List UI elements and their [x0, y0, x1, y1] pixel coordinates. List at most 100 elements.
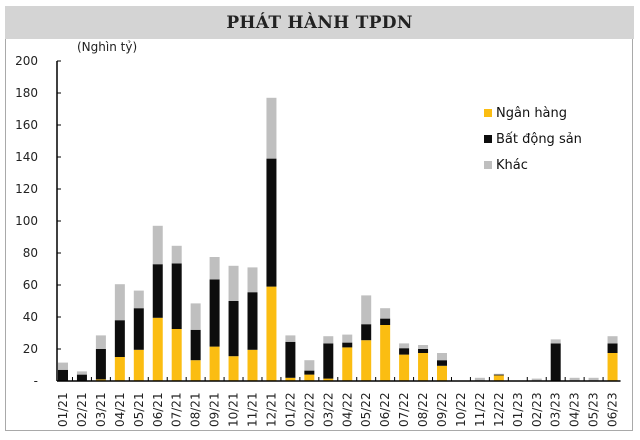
bar-segment: [531, 378, 542, 381]
y-tick-label: 160: [15, 118, 38, 132]
bar-segment: [304, 374, 315, 381]
x-tick-label: 06/22: [378, 392, 392, 427]
bar-segment: [76, 374, 87, 381]
legend-swatch-icon: [484, 135, 492, 143]
bar-segment: [209, 279, 220, 347]
y-tick-label: 60: [23, 278, 38, 292]
x-tick-label: 05/23: [587, 392, 601, 427]
chart-header: PHÁT HÀNH TPDN: [5, 6, 634, 39]
bar-segment: [209, 257, 220, 280]
legend-swatch-icon: [484, 161, 492, 169]
bar-segment: [228, 301, 239, 357]
bar-segment: [228, 356, 239, 381]
bar-segment: [152, 317, 163, 381]
y-tick-label: -: [34, 374, 38, 388]
bar-segment: [399, 354, 410, 381]
bar-segment: [418, 353, 429, 381]
x-tick-label: 12/22: [492, 392, 506, 427]
bar-segment: [418, 349, 429, 353]
legend-swatch-icon: [484, 109, 492, 117]
bar-segment: [266, 286, 277, 381]
x-tick-label: 04/22: [340, 392, 354, 427]
x-tick-label: 10/21: [227, 392, 241, 427]
y-tick-label: 20: [23, 342, 38, 356]
bar-segment: [304, 360, 315, 371]
x-tick-label: 11/21: [246, 392, 260, 427]
bar-segment: [247, 292, 258, 350]
bar-segment: [190, 329, 201, 361]
chart-legend: Ngân hàng Bất động sản Khác: [484, 100, 582, 178]
bar-segment: [361, 324, 372, 341]
bar-segment: [493, 374, 504, 376]
bar-segment: [361, 295, 372, 325]
x-tick-label: 08/22: [416, 392, 430, 427]
bar-segment: [550, 339, 561, 344]
x-tick-label: 09/22: [435, 392, 449, 427]
bar-segment: [247, 267, 258, 293]
bar-segment: [380, 308, 391, 319]
bar-segment: [588, 377, 599, 381]
bar-segment: [133, 308, 144, 350]
bar-segment: [361, 340, 372, 381]
bar-segment: [323, 378, 334, 381]
bar-segment: [58, 369, 68, 381]
x-tick-label: 01/21: [56, 392, 70, 427]
x-tick-label: 05/21: [132, 392, 146, 427]
x-tick-label: 08/21: [189, 392, 203, 427]
y-tick-label: 40: [23, 310, 38, 324]
x-tick-label: 06/23: [606, 392, 620, 427]
legend-item-ngan-hang: Ngân hàng: [484, 100, 582, 126]
bar-segment: [569, 377, 580, 381]
bar-segment: [152, 264, 163, 318]
bar-segment: [266, 97, 277, 159]
bar-segment: [342, 334, 353, 343]
x-tick-label: 03/23: [549, 392, 563, 427]
bar-segment: [190, 303, 201, 330]
bar-segment: [114, 284, 125, 321]
x-tick-label: 01/22: [283, 392, 297, 427]
bar-segment: [133, 349, 144, 381]
bar-segment: [474, 377, 485, 381]
y-tick-label: 120: [15, 182, 38, 196]
y-tick-label: 180: [15, 86, 38, 100]
bar-segment: [437, 353, 447, 361]
bar-segment: [58, 362, 68, 370]
bar-segment: [285, 341, 296, 378]
bar-segment: [114, 320, 125, 357]
x-tick-label: 04/23: [568, 392, 582, 427]
bar-segment: [285, 377, 296, 381]
bar-segment: [437, 360, 447, 366]
bar-segment: [437, 365, 447, 381]
legend-item-khac: Khác: [484, 152, 582, 178]
x-tick-label: 02/22: [302, 392, 316, 427]
x-tick-label: 12/21: [264, 392, 278, 427]
bar-segment: [209, 346, 220, 381]
legend-label: Ngân hàng: [496, 105, 568, 121]
x-tick-label: 07/22: [397, 392, 411, 427]
bar-segment: [266, 158, 277, 287]
x-tick-label: 10/22: [454, 392, 468, 427]
bar-segment: [418, 345, 429, 349]
bar-segment: [285, 335, 296, 342]
x-tick-label: 07/21: [170, 392, 184, 427]
bar-segment: [607, 343, 618, 353]
bar-segment: [228, 265, 239, 301]
bar-segment: [323, 343, 334, 379]
x-tick-label: 03/21: [94, 392, 108, 427]
bar-segment: [247, 349, 258, 381]
y-tick-label: 200: [15, 54, 38, 68]
x-tick-label: 02/23: [530, 392, 544, 427]
x-tick-label: 05/22: [359, 392, 373, 427]
bar-segment: [133, 290, 144, 309]
bar-segment: [399, 348, 410, 355]
bar-segment: [550, 343, 561, 381]
y-tick-label: 80: [23, 246, 38, 260]
bar-segment: [380, 325, 391, 381]
bar-segment: [342, 347, 353, 381]
bar-segment: [607, 353, 618, 381]
y-tick-label: 140: [15, 150, 38, 164]
bar-segment: [171, 329, 182, 381]
bar-segment: [95, 379, 106, 381]
bar-segment: [342, 342, 353, 348]
